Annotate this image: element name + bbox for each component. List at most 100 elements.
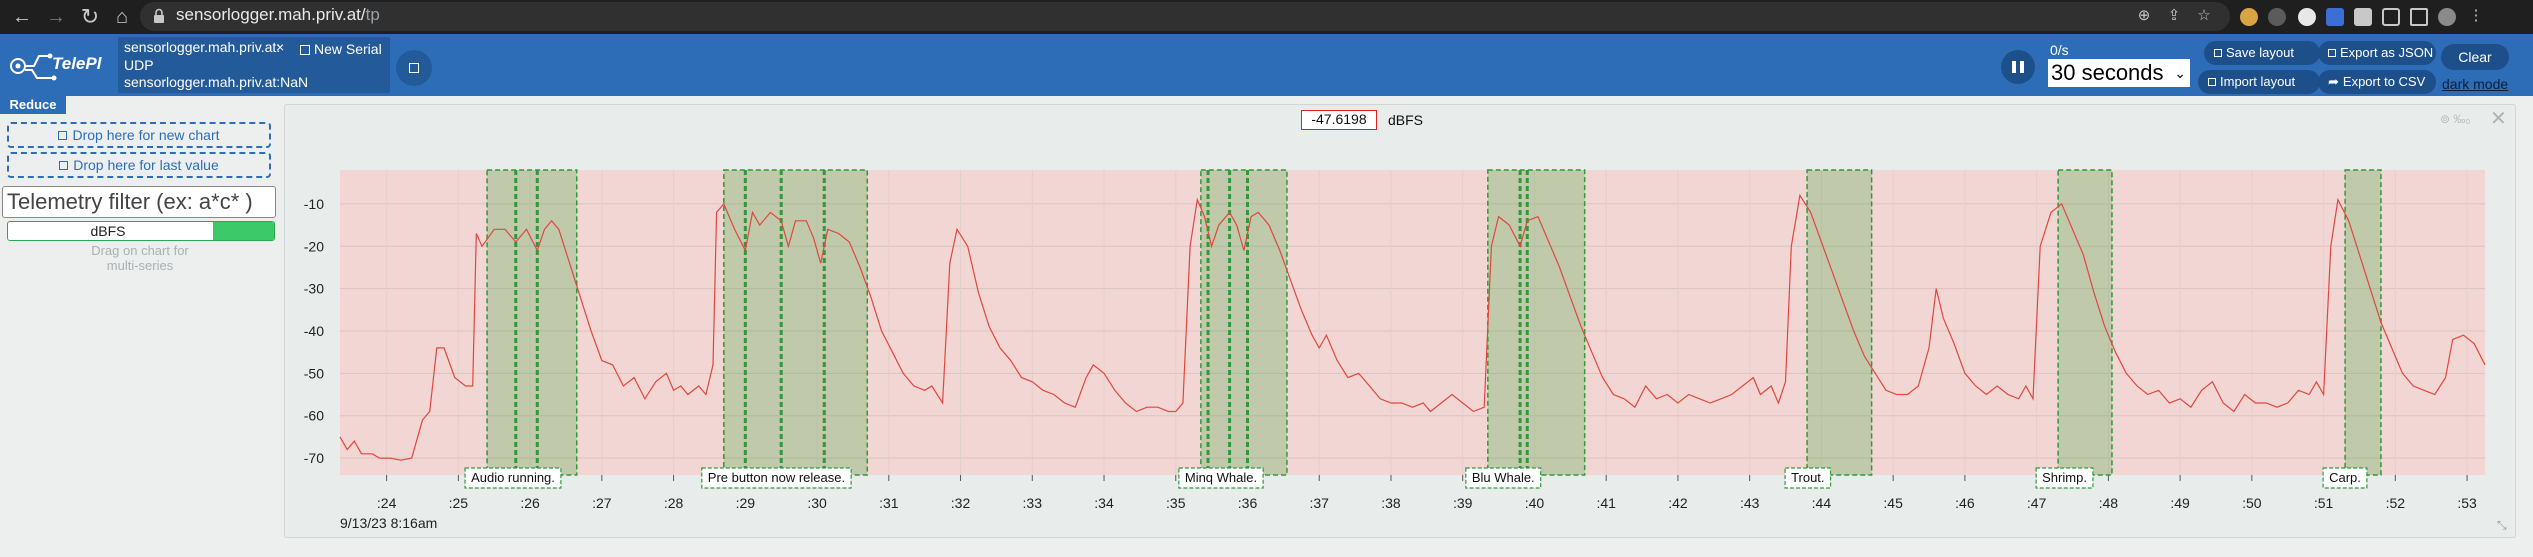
connection-panel: sensorlogger.mah.priv.at: × UDP sensorlo… bbox=[118, 37, 390, 93]
extension-icon[interactable] bbox=[2298, 8, 2316, 26]
drop-new-chart-zone[interactable]: Drop here for new chart bbox=[7, 122, 271, 148]
drag-hint-line: multi-series bbox=[106, 258, 174, 273]
share-icon[interactable]: ⇪ bbox=[2167, 7, 2181, 24]
x-tick-label: :37 bbox=[1310, 495, 1330, 511]
event-label-box bbox=[464, 467, 562, 489]
event-region bbox=[1487, 169, 1586, 476]
new-serial-label: New Serial bbox=[314, 41, 382, 57]
x-tick-label: :31 bbox=[879, 495, 899, 511]
data-rate: 0/s bbox=[2050, 42, 2069, 58]
url-text[interactable]: sensorlogger.mah.priv.at/tp bbox=[176, 5, 380, 25]
extension-icon[interactable] bbox=[2326, 8, 2344, 26]
sidepanel-icon[interactable] bbox=[2410, 8, 2428, 26]
menu-dots-icon[interactable]: ⋮ bbox=[2468, 7, 2484, 24]
url-path: tp bbox=[365, 5, 380, 24]
drag-hint: Drag on chart for multi-series bbox=[60, 243, 220, 273]
pause-icon bbox=[2020, 61, 2024, 73]
bookmark-star-icon[interactable]: ☆ bbox=[2197, 7, 2211, 24]
x-tick-label: :45 bbox=[1883, 495, 1903, 511]
x-tick-label: :35 bbox=[1166, 495, 1186, 511]
app-header: TelePl sensorlogger.mah.priv.at: × UDP s… bbox=[0, 34, 2533, 96]
drag-hint-line: Drag on chart for bbox=[91, 243, 189, 258]
export-json-button[interactable]: Export as JSON bbox=[2318, 41, 2436, 65]
export-json-label: Export as JSON bbox=[2340, 45, 2434, 60]
x-tick-label: :42 bbox=[1668, 495, 1688, 511]
event-label: Trout. bbox=[1791, 470, 1824, 485]
x-tick-label: :48 bbox=[2099, 495, 2119, 511]
save-icon bbox=[2214, 49, 2222, 57]
chevron-down-icon: ⌄ bbox=[2174, 65, 2186, 81]
extension-icon[interactable] bbox=[2268, 8, 2286, 26]
new-serial-button[interactable]: New Serial bbox=[300, 41, 382, 57]
connection-host: sensorlogger.mah.priv.at: bbox=[124, 39, 281, 55]
event-region bbox=[1806, 169, 1873, 476]
y-tick-label: -70 bbox=[304, 450, 324, 466]
x-tick-label: :33 bbox=[1023, 495, 1043, 511]
event-label: Audio running. bbox=[471, 470, 555, 485]
pause-button[interactable] bbox=[2001, 50, 2035, 84]
x-tick-label: :43 bbox=[1740, 495, 1760, 511]
x-tick-label: :40 bbox=[1525, 495, 1545, 511]
y-tick-label: -10 bbox=[304, 196, 324, 212]
checkbox-icon bbox=[300, 45, 310, 55]
x-tick-label: :51 bbox=[2314, 495, 2334, 511]
x-tick-label: :25 bbox=[449, 495, 469, 511]
teleplot-logo: TelePl bbox=[10, 53, 103, 81]
puzzle-icon[interactable] bbox=[2354, 8, 2372, 26]
add-connection-button[interactable] bbox=[396, 50, 432, 86]
export-csv-button[interactable]: ➦ Export to CSV bbox=[2318, 70, 2436, 94]
address-bar[interactable] bbox=[140, 2, 2230, 31]
connection-protocol: UDP bbox=[124, 57, 154, 73]
save-layout-button[interactable]: Save layout bbox=[2204, 41, 2320, 65]
chart-options-icon[interactable]: ⊚ ‰₀ bbox=[2440, 112, 2471, 126]
avatar[interactable] bbox=[2438, 8, 2456, 26]
x-tick-label: :44 bbox=[1812, 495, 1832, 511]
x-tick-label: :50 bbox=[2242, 495, 2262, 511]
time-window-select[interactable]: 30 seconds ⌄ bbox=[2048, 59, 2190, 87]
connection-address: sensorlogger.mah.priv.at:NaN bbox=[124, 74, 309, 90]
clear-button[interactable]: Clear bbox=[2441, 44, 2509, 70]
close-chart-icon[interactable]: ✕ bbox=[2490, 108, 2507, 130]
import-layout-button[interactable]: Import layout bbox=[2198, 70, 2320, 94]
cast-icon[interactable] bbox=[2382, 8, 2400, 26]
series-name-label[interactable]: dBFS bbox=[1388, 112, 1424, 128]
import-icon bbox=[2208, 78, 2216, 86]
event-label: Pre button now release. bbox=[708, 470, 845, 485]
resize-handle-icon[interactable]: ⤡ bbox=[2497, 518, 2507, 532]
extension-icon[interactable] bbox=[2240, 8, 2258, 26]
x-tick-label: :27 bbox=[592, 495, 612, 511]
x-tick-label: :34 bbox=[1094, 495, 1114, 511]
zoom-icon[interactable]: ⊕ bbox=[2137, 7, 2151, 24]
export-icon bbox=[2328, 49, 2336, 57]
x-tick-label: :41 bbox=[1596, 495, 1616, 511]
x-tick-label: :39 bbox=[1453, 495, 1473, 511]
lock-icon[interactable] bbox=[152, 8, 166, 24]
dark-mode-link[interactable]: dark mode bbox=[2442, 76, 2509, 92]
y-tick-label: -40 bbox=[304, 323, 324, 339]
event-label-box bbox=[2035, 467, 2094, 489]
x-tick-label: :26 bbox=[520, 495, 540, 511]
url-host: sensorlogger.mah.priv.at/ bbox=[176, 5, 366, 24]
event-label-box bbox=[1178, 467, 1264, 489]
telemetry-item-dbfs[interactable]: dBFS bbox=[7, 221, 275, 241]
x-tick-label: :53 bbox=[2457, 495, 2477, 511]
event-label: Minq Whale. bbox=[1185, 470, 1257, 485]
drop-new-chart-label: Drop here for new chart bbox=[72, 127, 220, 143]
drop-last-value-zone[interactable]: Drop here for last value bbox=[7, 152, 271, 178]
y-tick-label: -60 bbox=[304, 408, 324, 424]
event-label: Carp. bbox=[2329, 470, 2361, 485]
current-value-box: -47.6198 bbox=[1301, 110, 1377, 130]
event-label-box bbox=[701, 467, 852, 489]
event-label-box bbox=[1784, 467, 1832, 489]
close-connection-icon[interactable]: × bbox=[276, 39, 285, 55]
reload-icon[interactable]: ↻ bbox=[80, 4, 100, 29]
back-arrow-icon[interactable]: ← bbox=[12, 6, 32, 28]
forward-arrow-icon[interactable]: → bbox=[46, 6, 66, 28]
reduce-button[interactable]: Reduce bbox=[0, 96, 66, 114]
event-label-box bbox=[2322, 467, 2368, 489]
telemetry-filter-input[interactable] bbox=[2, 186, 276, 218]
home-icon[interactable]: ⌂ bbox=[115, 6, 129, 28]
square-icon bbox=[59, 161, 69, 170]
x-tick-label: :36 bbox=[1238, 495, 1258, 511]
